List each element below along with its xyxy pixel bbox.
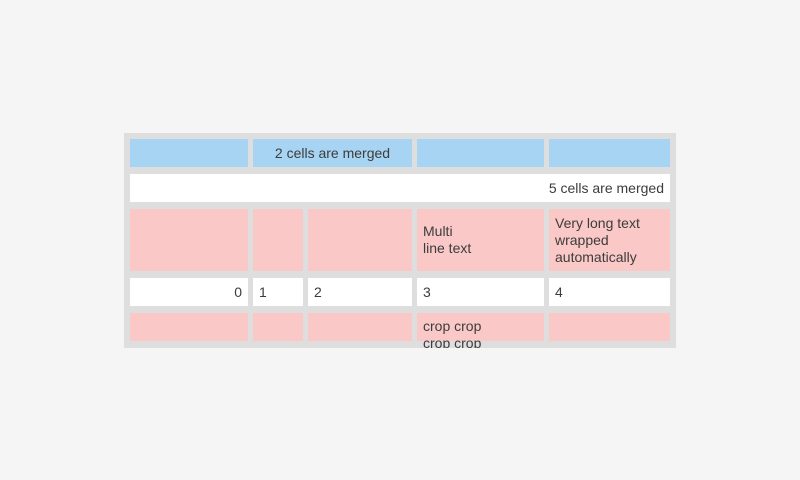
cell-text: 5 cells are merged: [548, 179, 664, 196]
cell-r4c5[interactable]: 4: [549, 278, 670, 306]
cell-r5c3[interactable]: [308, 313, 412, 341]
cell-r1c2-merged[interactable]: 2 cells are merged: [253, 139, 412, 167]
cell-r5c2[interactable]: [253, 313, 303, 341]
cell-r1c5[interactable]: [549, 139, 670, 167]
table-grid: 2 cells are merged 5 cells are merged Mu…: [130, 139, 670, 348]
cell-text: 2: [314, 283, 322, 300]
cell-r2c1-merged[interactable]: 5 cells are merged: [130, 174, 670, 202]
cell-text: Very long text wrapped automatically: [555, 214, 640, 265]
cell-r3c3[interactable]: [308, 209, 412, 271]
cell-r4c1[interactable]: 0: [130, 278, 248, 306]
cell-r1c4[interactable]: [417, 139, 544, 167]
cell-text: crop crop crop crop: [423, 318, 482, 348]
cell-text: 2 cells are merged: [274, 144, 391, 161]
cell-r4c3[interactable]: 2: [308, 278, 412, 306]
cell-r3c2[interactable]: [253, 209, 303, 271]
cell-r3c5[interactable]: Very long text wrapped automatically: [549, 209, 670, 271]
cell-text: 1: [259, 283, 267, 300]
cell-r5c4[interactable]: crop crop crop crop: [417, 313, 544, 348]
table-widget: 2 cells are merged 5 cells are merged Mu…: [124, 133, 676, 348]
cell-text: 4: [555, 283, 563, 300]
cell-r5c5[interactable]: [549, 313, 670, 341]
cell-text: 0: [234, 283, 242, 300]
cell-r3c4[interactable]: Multi line text: [417, 209, 544, 271]
cell-text: 3: [423, 283, 431, 300]
cell-r4c2[interactable]: 1: [253, 278, 303, 306]
cell-r1c1[interactable]: [130, 139, 248, 167]
cell-r4c4[interactable]: 3: [417, 278, 544, 306]
cell-r3c1[interactable]: [130, 209, 248, 271]
cell-r5c1[interactable]: [130, 313, 248, 341]
cell-text: Multi line text: [423, 223, 472, 256]
